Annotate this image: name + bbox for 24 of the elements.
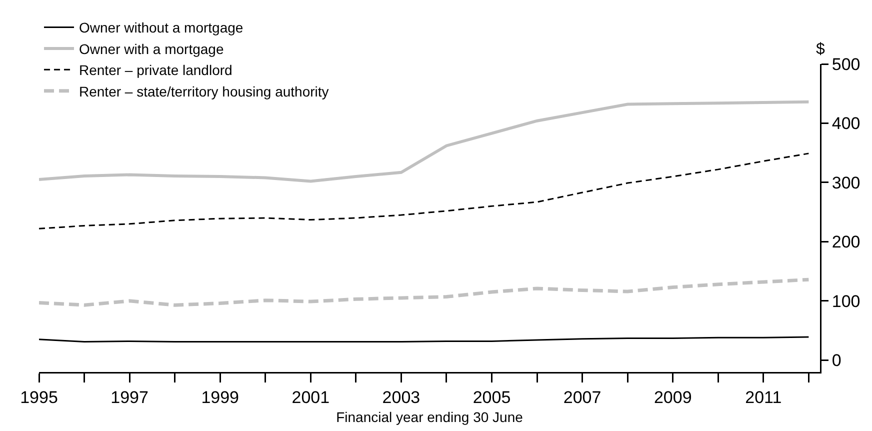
- x-tick-label: 1997: [110, 388, 148, 407]
- y-tick-label: 0: [832, 351, 842, 370]
- x-tick-label: 1999: [201, 388, 240, 407]
- y-tick-label: 200: [832, 232, 860, 252]
- x-axis-title: Financial year ending 30 June: [336, 408, 524, 425]
- line-series: [39, 278, 810, 307]
- y-tick-label: 300: [832, 173, 860, 192]
- x-tick-label: 2005: [472, 388, 511, 407]
- legend-label: Owner without a mortgage: [79, 20, 244, 36]
- legend-label: Renter – state/territory housing authority: [79, 83, 329, 100]
- y-tick-label: 100: [832, 292, 860, 311]
- line-series: [39, 100, 810, 183]
- x-tick-label: 2009: [654, 388, 692, 407]
- y-axis-title: $: [816, 41, 825, 58]
- y-tick-label: 500: [832, 54, 860, 74]
- x-tick-label: 2001: [292, 388, 330, 407]
- y-tick-label: 400: [832, 114, 860, 134]
- legend-label: Renter – private landlord: [79, 62, 232, 78]
- line-series: [39, 152, 810, 230]
- legend-label: Owner with a mortgage: [79, 40, 224, 57]
- x-tick-label: 2011: [745, 388, 782, 407]
- x-tick-label: 2003: [382, 388, 420, 407]
- x-tick-label: 2007: [563, 388, 602, 407]
- x-tick-label: 1995: [20, 388, 58, 407]
